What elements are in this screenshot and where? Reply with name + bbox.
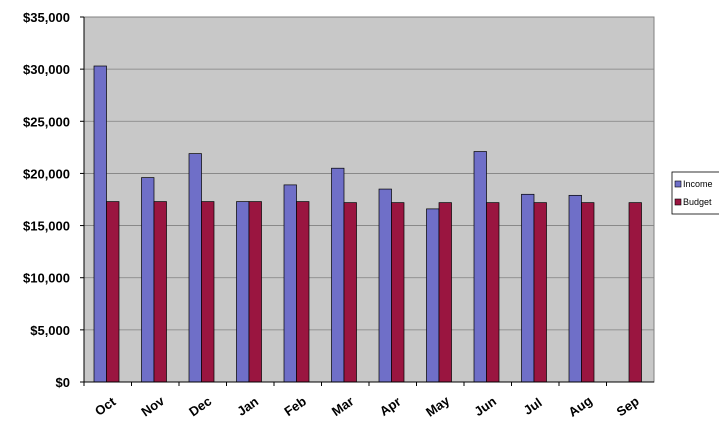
bar-income-mar [331, 167, 345, 383]
gridlines [84, 68, 654, 331]
x-tick-label: Aug [566, 393, 595, 420]
bar-income-jul [521, 193, 535, 383]
bars [93, 65, 642, 383]
bar-income-feb [283, 184, 297, 383]
y-tick-label: $35,000 [23, 10, 70, 25]
y-tick-label: $30,000 [23, 62, 70, 77]
x-tick-label: Feb [281, 394, 309, 420]
bar-budget-nov [153, 201, 167, 383]
y-tick-label: $15,000 [23, 219, 70, 234]
x-tick-labels: Oct Nov Dec Jan Feb Mar Apr May Jun Jul Aug Sep [83, 382, 642, 420]
bar-income-dec [188, 153, 202, 383]
bar-budget-jan [248, 201, 262, 383]
bar-income-oct [93, 65, 107, 383]
bar-budget-feb [296, 201, 310, 383]
y-tick-label: $10,000 [23, 271, 70, 286]
y-tick-label: $5,000 [30, 323, 70, 338]
legend-label-budget: Budget [683, 197, 712, 207]
bar-budget-may [438, 202, 452, 383]
bar-budget-sep [628, 202, 642, 383]
legend-label-income: Income [683, 179, 713, 189]
bar-income-nov [141, 177, 155, 383]
x-tick-label: May [423, 392, 453, 419]
plot-area [83, 16, 655, 383]
y-tick-label: $20,000 [23, 166, 70, 181]
y-tick-label: $25,000 [23, 114, 70, 129]
x-tick-label: Dec [186, 393, 214, 419]
y-tick-labels: $0 $5,000 $10,000 $15,000 $20,000 $25,000 $30,… [23, 10, 84, 390]
legend: Income Budget [671, 171, 719, 215]
bar-budget-mar [343, 202, 357, 383]
bar-budget-aug [581, 202, 595, 383]
bar-income-aug [568, 194, 582, 383]
bar-income-apr [378, 188, 392, 383]
legend-swatch-budget [674, 198, 682, 206]
x-tick-label: Jul [521, 395, 545, 418]
bar-budget-jun [486, 202, 500, 383]
x-tick-label: Apr [377, 394, 404, 419]
bar-budget-oct [106, 201, 120, 383]
x-tick-label: Nov [138, 393, 167, 420]
y-tick-label: $0 [56, 375, 70, 390]
bar-budget-apr [391, 202, 405, 383]
x-tick-label: Jun [471, 394, 499, 420]
bar-budget-jul [533, 202, 547, 383]
bar-income-jan [236, 201, 250, 383]
legend-box [671, 171, 719, 215]
bar-budget-dec [201, 201, 215, 383]
bar-income-may [426, 208, 440, 383]
x-tick-label: Jan [234, 394, 261, 419]
x-tick-label: Mar [329, 394, 357, 420]
bar-income-jun [473, 151, 487, 383]
x-tick-label: Oct [92, 394, 119, 419]
legend-swatch-income [674, 180, 682, 188]
x-tick-label: Sep [614, 393, 642, 419]
